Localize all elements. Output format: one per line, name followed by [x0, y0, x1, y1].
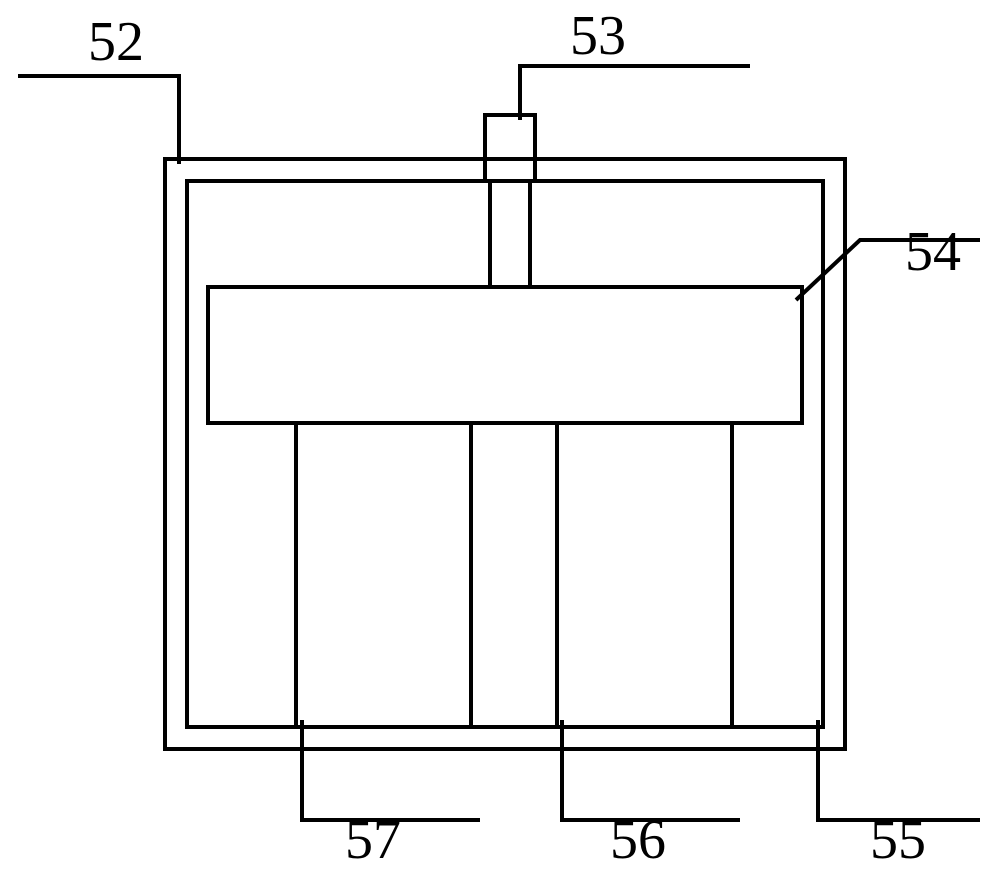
label-53: 53 [570, 5, 626, 67]
label-55: 55 [870, 809, 926, 871]
background [0, 0, 1000, 878]
label-56: 56 [610, 809, 666, 871]
label-52: 52 [88, 11, 144, 73]
label-54: 54 [905, 221, 961, 283]
label-57: 57 [345, 809, 401, 871]
